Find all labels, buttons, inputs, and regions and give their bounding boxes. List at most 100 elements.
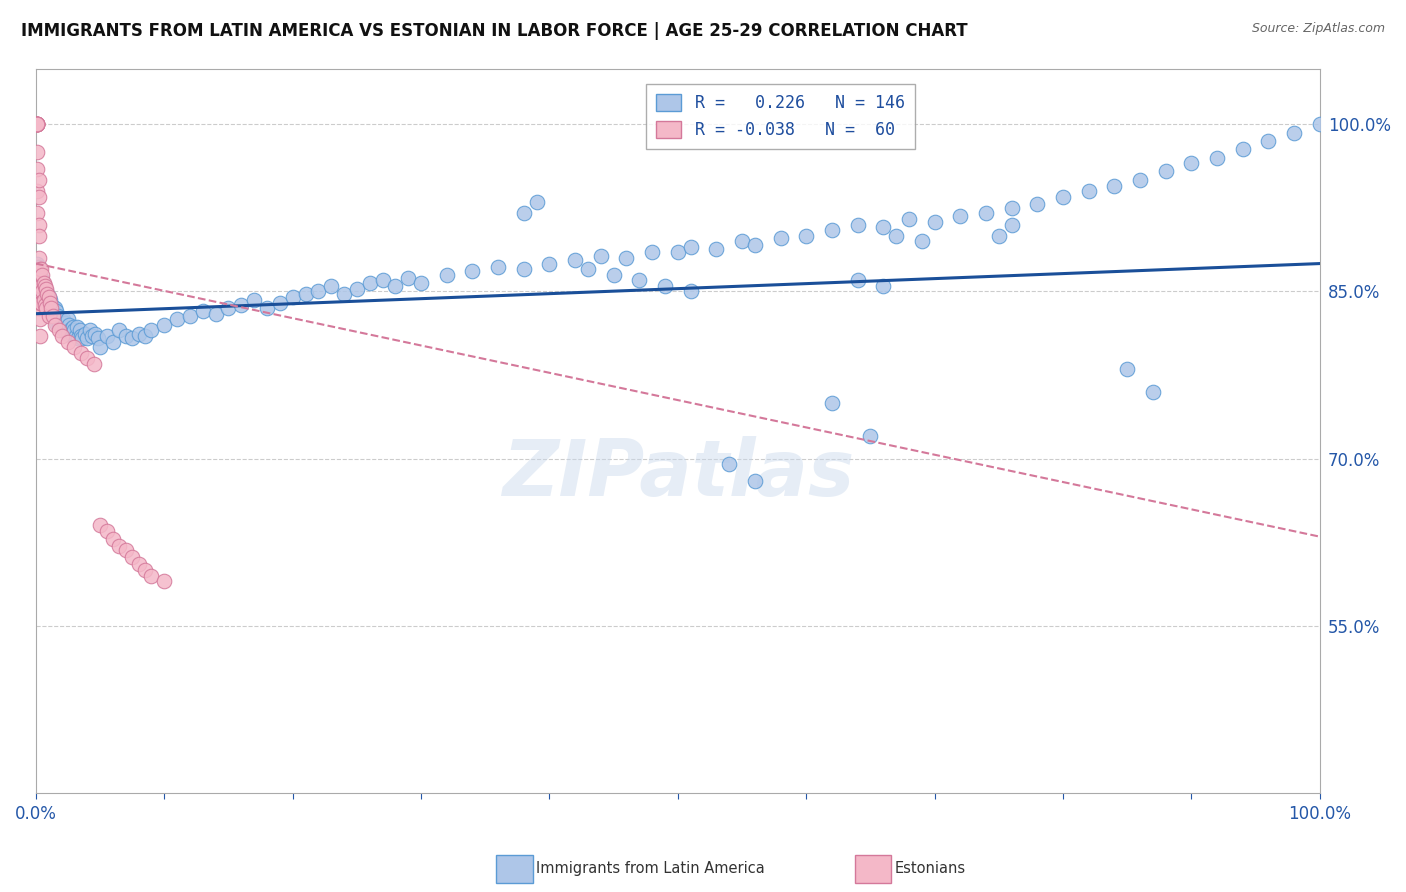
Point (769, 231, 792, 245)
Point (821, 223, 844, 237)
Point (31, 273, 53, 287)
Point (28, 295, 51, 310)
Point (564, 253, 586, 268)
Point (25, 117, 48, 131)
Point (1052, 190, 1074, 204)
Point (166, 312, 188, 326)
Point (1232, 142, 1254, 156)
Point (846, 273, 869, 287)
Point (96, 329, 118, 343)
Point (134, 563, 156, 577)
Point (38, 309, 60, 323)
Point (89, 518, 111, 533)
Point (45, 304, 67, 318)
Point (79, 323, 101, 337)
Point (35, 301, 58, 315)
Point (1000, 201, 1022, 215)
Point (34, 290, 56, 304)
Point (55, 320, 77, 334)
Point (436, 268, 458, 282)
Point (28, 262, 51, 277)
Point (48, 318, 70, 332)
Point (27, 173, 49, 187)
Point (76, 331, 98, 345)
Point (1129, 173, 1152, 187)
Point (30, 295, 52, 310)
Point (1000, 218, 1022, 232)
Point (84, 326, 107, 341)
Point (41, 304, 63, 318)
Point (589, 249, 612, 263)
Point (371, 273, 394, 287)
Point (67, 331, 90, 345)
Point (513, 262, 536, 277)
Point (58, 318, 80, 332)
Text: Estonians: Estonians (894, 862, 966, 876)
Point (25, 117, 48, 131)
Point (51, 316, 73, 330)
Text: Immigrants from Latin America: Immigrants from Latin America (536, 862, 765, 876)
Point (1180, 156, 1202, 170)
Point (34, 282, 56, 296)
Point (25, 256, 48, 270)
Point (1116, 362, 1139, 376)
Point (56, 312, 79, 326)
Point (56, 326, 79, 341)
Point (384, 278, 406, 293)
Point (25, 117, 48, 131)
Point (37, 286, 59, 301)
Point (704, 242, 727, 256)
Point (32, 278, 55, 293)
Point (32, 286, 55, 301)
Point (25, 117, 48, 131)
Point (38, 298, 60, 312)
Point (486, 260, 509, 274)
Point (39, 301, 62, 315)
Point (872, 219, 894, 234)
Point (114, 329, 136, 343)
Point (66, 320, 89, 334)
Point (41, 298, 63, 312)
Point (53, 323, 76, 337)
Point (83, 357, 105, 371)
Point (141, 323, 163, 337)
Point (744, 474, 766, 488)
Point (27, 301, 49, 315)
Point (25, 206, 48, 220)
Point (27, 228, 49, 243)
Point (218, 301, 240, 315)
Point (281, 290, 304, 304)
Text: Source: ZipAtlas.com: Source: ZipAtlas.com (1251, 22, 1385, 36)
Point (31, 282, 53, 296)
Point (69, 323, 91, 337)
Point (49, 311, 72, 326)
Point (538, 256, 561, 270)
Point (44, 312, 66, 326)
Point (179, 309, 201, 323)
Point (27, 268, 49, 282)
Point (63, 340, 86, 354)
Point (359, 276, 381, 290)
Point (307, 285, 329, 299)
Point (62, 320, 84, 334)
Point (846, 218, 869, 232)
Point (70, 345, 93, 359)
Point (25, 117, 48, 131)
Point (35, 282, 58, 296)
Point (86, 331, 108, 345)
Point (37, 295, 59, 310)
Point (28, 329, 51, 343)
Point (65, 329, 87, 343)
Point (1206, 151, 1229, 165)
Point (27, 260, 49, 274)
Point (38, 290, 60, 304)
Point (73, 326, 96, 341)
Point (987, 228, 1010, 243)
Point (461, 264, 484, 278)
Point (897, 211, 920, 226)
Point (27, 190, 49, 204)
Point (153, 574, 176, 589)
Point (37, 287, 59, 301)
Point (44, 318, 66, 332)
Point (1026, 197, 1049, 211)
